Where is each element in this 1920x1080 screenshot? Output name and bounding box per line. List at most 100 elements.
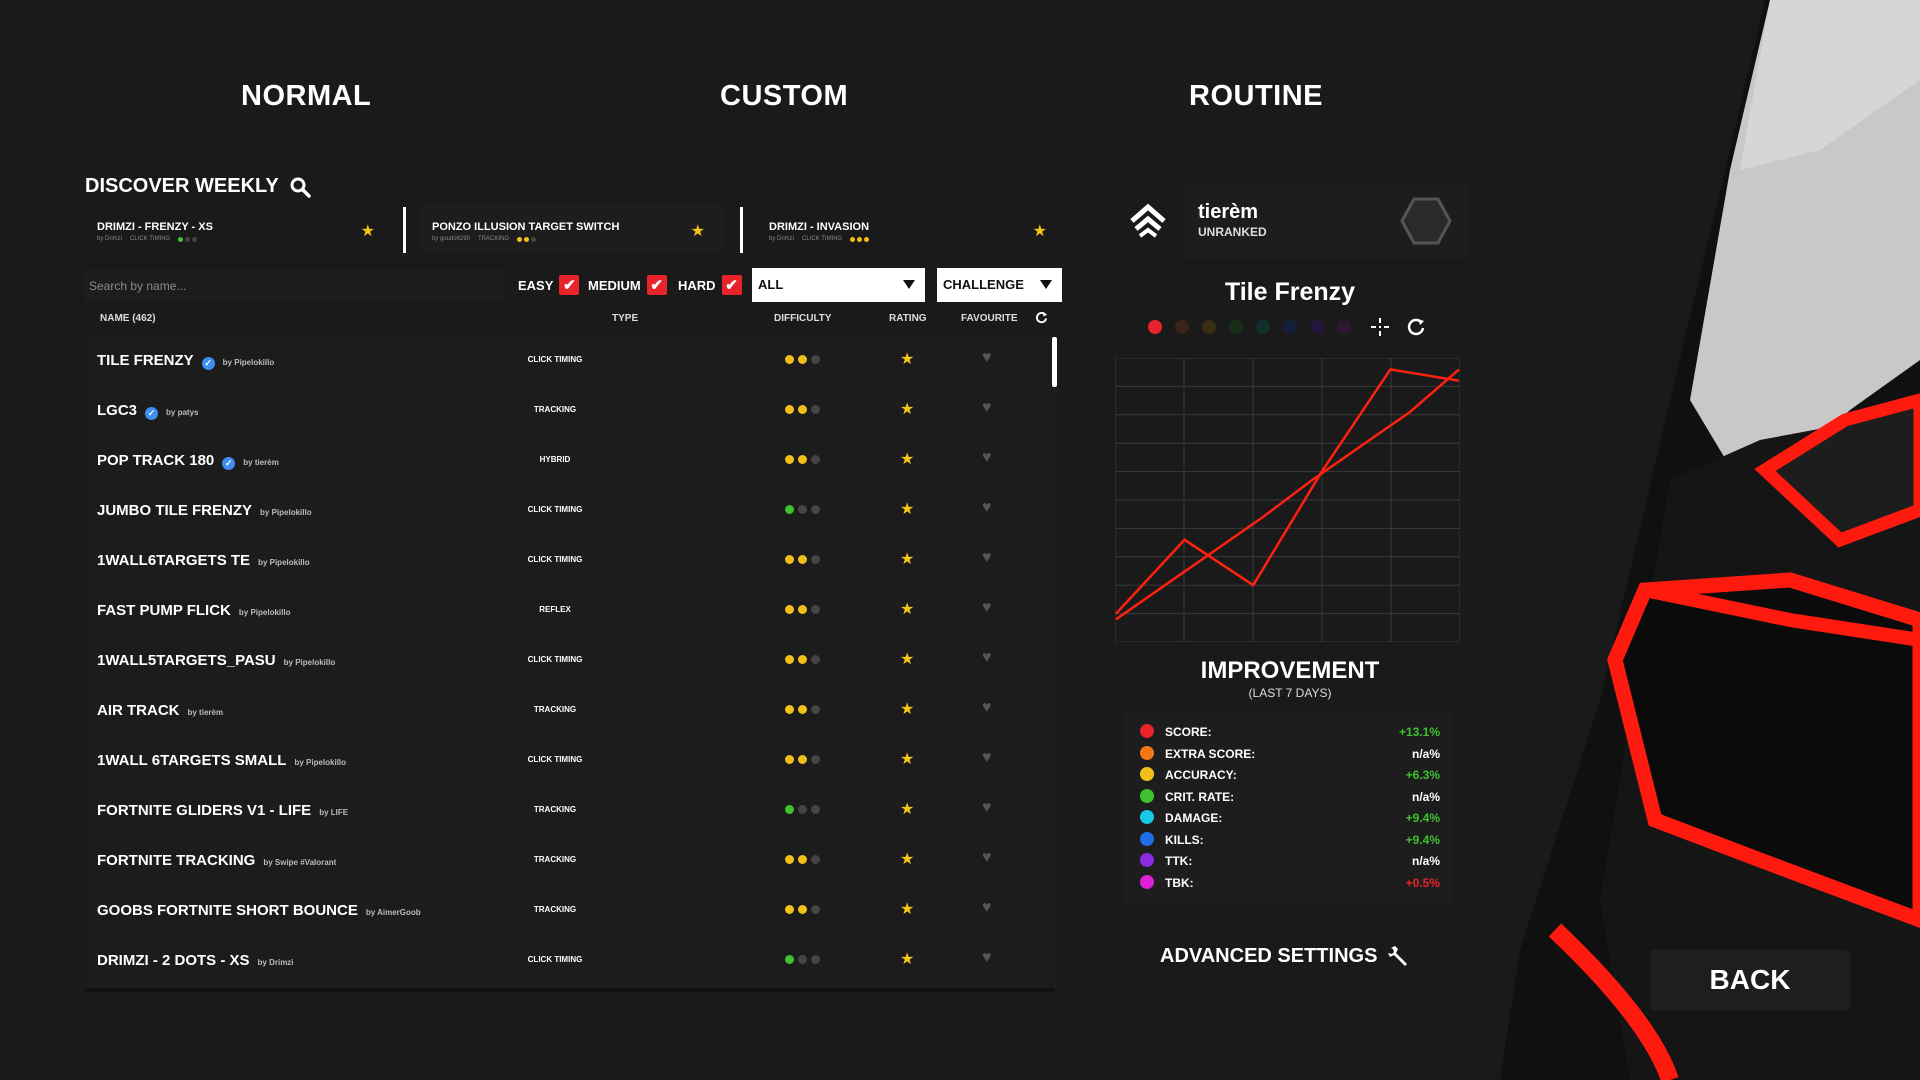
table-row[interactable]: POP TRACK 180 ✓ by tierèm HYBRID ★ ♥ [85,435,1035,485]
difficulty-dot [798,905,807,914]
difficulty-dot [785,955,794,964]
color-swatches [1148,320,1351,334]
rating-star-icon[interactable]: ★ [900,551,915,568]
table-row[interactable]: AIR TRACK by tierèm TRACKING ★ ♥ [85,685,1035,735]
rating-star-icon[interactable]: ★ [900,401,915,418]
checkbox-easy[interactable]: ✔ [559,275,580,295]
search-icon[interactable] [289,176,311,198]
color-swatch[interactable] [1256,320,1270,334]
header-difficulty[interactable]: DIFFICULTY [774,313,832,324]
filter-easy[interactable]: EASY ✔ [518,275,580,295]
scenario-type: TRACKING [533,705,577,714]
stat-row: SCORE: +13.1% [1140,722,1440,742]
stat-row: CRIT. RATE: n/a% [1140,787,1440,807]
refresh-icon[interactable] [1035,311,1048,324]
favourite-heart-icon[interactable]: ♥ [982,899,992,916]
favourite-heart-icon[interactable]: ♥ [982,849,992,866]
table-row[interactable]: JUMBO TILE FRENZY by Pipelokillo CLICK T… [85,485,1035,535]
difficulty-dot [785,505,794,514]
table-row[interactable]: FORTNITE TRACKING by Swipe #Valorant TRA… [85,835,1035,885]
crosshair-icon[interactable] [1370,317,1390,337]
header-type[interactable]: TYPE [612,313,639,324]
favourite-heart-icon[interactable]: ♥ [982,599,992,616]
improvement-subtitle: (LAST 7 DAYS) [1248,686,1332,700]
difficulty-dot [798,855,807,864]
mode-select[interactable]: CHALLENGE [937,268,1062,302]
stat-color-dot [1140,810,1154,824]
featured-title: DRIMZI - FRENZY - XS [97,221,213,233]
header-rating[interactable]: RATING [889,313,927,324]
scenario-name-cell: FORTNITE GLIDERS V1 - LIFE by LIFE [97,802,348,819]
filter-medium[interactable]: MEDIUM ✔ [588,275,667,295]
color-swatch[interactable] [1148,320,1162,334]
scenario-name-cell: AIR TRACK by tierèm [97,702,223,719]
color-swatch[interactable] [1337,320,1351,334]
favourite-heart-icon[interactable]: ♥ [982,499,992,516]
featured-scenario-1[interactable]: DRIMZI - FRENZY - XS by Drimzi CLICK TIM… [85,205,385,251]
type-select[interactable]: ALL [752,268,925,302]
rating-star-icon[interactable]: ★ [900,951,915,968]
difficulty-dot [811,705,820,714]
header-name[interactable]: NAME (462) [100,313,156,324]
tab-normal[interactable]: NORMAL [241,80,372,112]
scenario-type: TRACKING [533,905,577,914]
favourite-heart-icon[interactable]: ♥ [982,449,992,466]
reset-icon[interactable] [1406,317,1426,337]
table-row[interactable]: FAST PUMP FLICK by Pipelokillo REFLEX ★ … [85,585,1035,635]
featured-scenario-2[interactable]: PONZO ILLUSION TARGET SWITCH by goudo629… [420,205,725,251]
favourite-heart-icon[interactable]: ♥ [982,399,992,416]
difficulty-dot [798,405,807,414]
checkbox-hard[interactable]: ✔ [721,275,742,295]
back-button[interactable]: BACK [1650,950,1850,1010]
table-row[interactable]: FORTNITE GLIDERS V1 - LIFE by LIFE TRACK… [85,785,1035,835]
color-swatch[interactable] [1229,320,1243,334]
difficulty-dots [850,236,870,242]
difficulty-dot [798,605,807,614]
table-row[interactable]: LGC3 ✓ by patys TRACKING ★ ♥ [85,385,1035,435]
color-swatch[interactable] [1283,320,1297,334]
favourite-heart-icon[interactable]: ♥ [982,949,992,966]
search-input[interactable] [85,270,505,302]
table-row[interactable]: TILE FRENZY ✓ by Pipelokillo CLICK TIMIN… [85,335,1035,385]
table-row[interactable]: 1WALL5TARGETS_PASU by Pipelokillo CLICK … [85,635,1035,685]
color-swatch[interactable] [1310,320,1324,334]
filter-hard[interactable]: HARD ✔ [678,275,742,295]
favourite-heart-icon[interactable]: ♥ [982,799,992,816]
color-swatch[interactable] [1202,320,1216,334]
color-swatch[interactable] [1175,320,1189,334]
featured-type: CLICK TIMING [802,236,843,242]
favourite-heart-icon[interactable]: ♥ [982,749,992,766]
tab-routine[interactable]: ROUTINE [1189,80,1323,112]
scenario-type: CLICK TIMING [527,505,583,514]
advanced-settings-button[interactable]: ADVANCED SETTINGS [1160,944,1411,968]
rating-star-icon[interactable]: ★ [900,901,915,918]
scenario-type: CLICK TIMING [527,655,583,664]
featured-meta: by goudo6290 TRACKING [432,236,537,242]
stat-color-dot [1140,874,1154,889]
rating-star-icon[interactable]: ★ [900,801,915,818]
rating-star-icon[interactable]: ★ [900,451,915,468]
tab-custom[interactable]: CUSTOM [720,80,849,112]
favourite-heart-icon[interactable]: ♥ [982,649,992,666]
favourite-heart-icon[interactable]: ♥ [982,549,992,566]
rank-hexagon-icon [1400,197,1452,245]
checkbox-medium[interactable]: ✔ [646,275,667,295]
table-row[interactable]: DRIMZI - 2 DOTS - XS by Drimzi CLICK TIM… [85,935,1035,985]
favourite-heart-icon[interactable]: ♥ [982,699,992,716]
rating-star-icon[interactable]: ★ [900,851,915,868]
rating-star-icon[interactable]: ★ [900,751,915,768]
favourite-heart-icon[interactable]: ♥ [982,349,992,366]
difficulty-dot [811,955,820,964]
rating-star-icon[interactable]: ★ [900,601,915,618]
rating-star-icon[interactable]: ★ [900,351,915,368]
table-row[interactable]: 1WALL 6TARGETS SMALL by Pipelokillo CLIC… [85,735,1035,785]
table-row[interactable]: 1WALL6TARGETS TE by Pipelokillo CLICK TI… [85,535,1035,585]
scrollbar-thumb[interactable] [1052,337,1057,387]
scenario-name: DRIMZI - 2 DOTS - XS [97,952,250,969]
table-row[interactable]: GOOBS FORTNITE SHORT BOUNCE by AimerGoob… [85,885,1035,935]
rating-star-icon[interactable]: ★ [900,701,915,718]
rating-star-icon[interactable]: ★ [900,651,915,668]
featured-scenario-3[interactable]: DRIMZI - INVASION by Drimzi CLICK TIMING… [757,205,1057,251]
header-favourite[interactable]: FAVOURITE [961,313,1018,324]
rating-star-icon[interactable]: ★ [900,501,915,518]
